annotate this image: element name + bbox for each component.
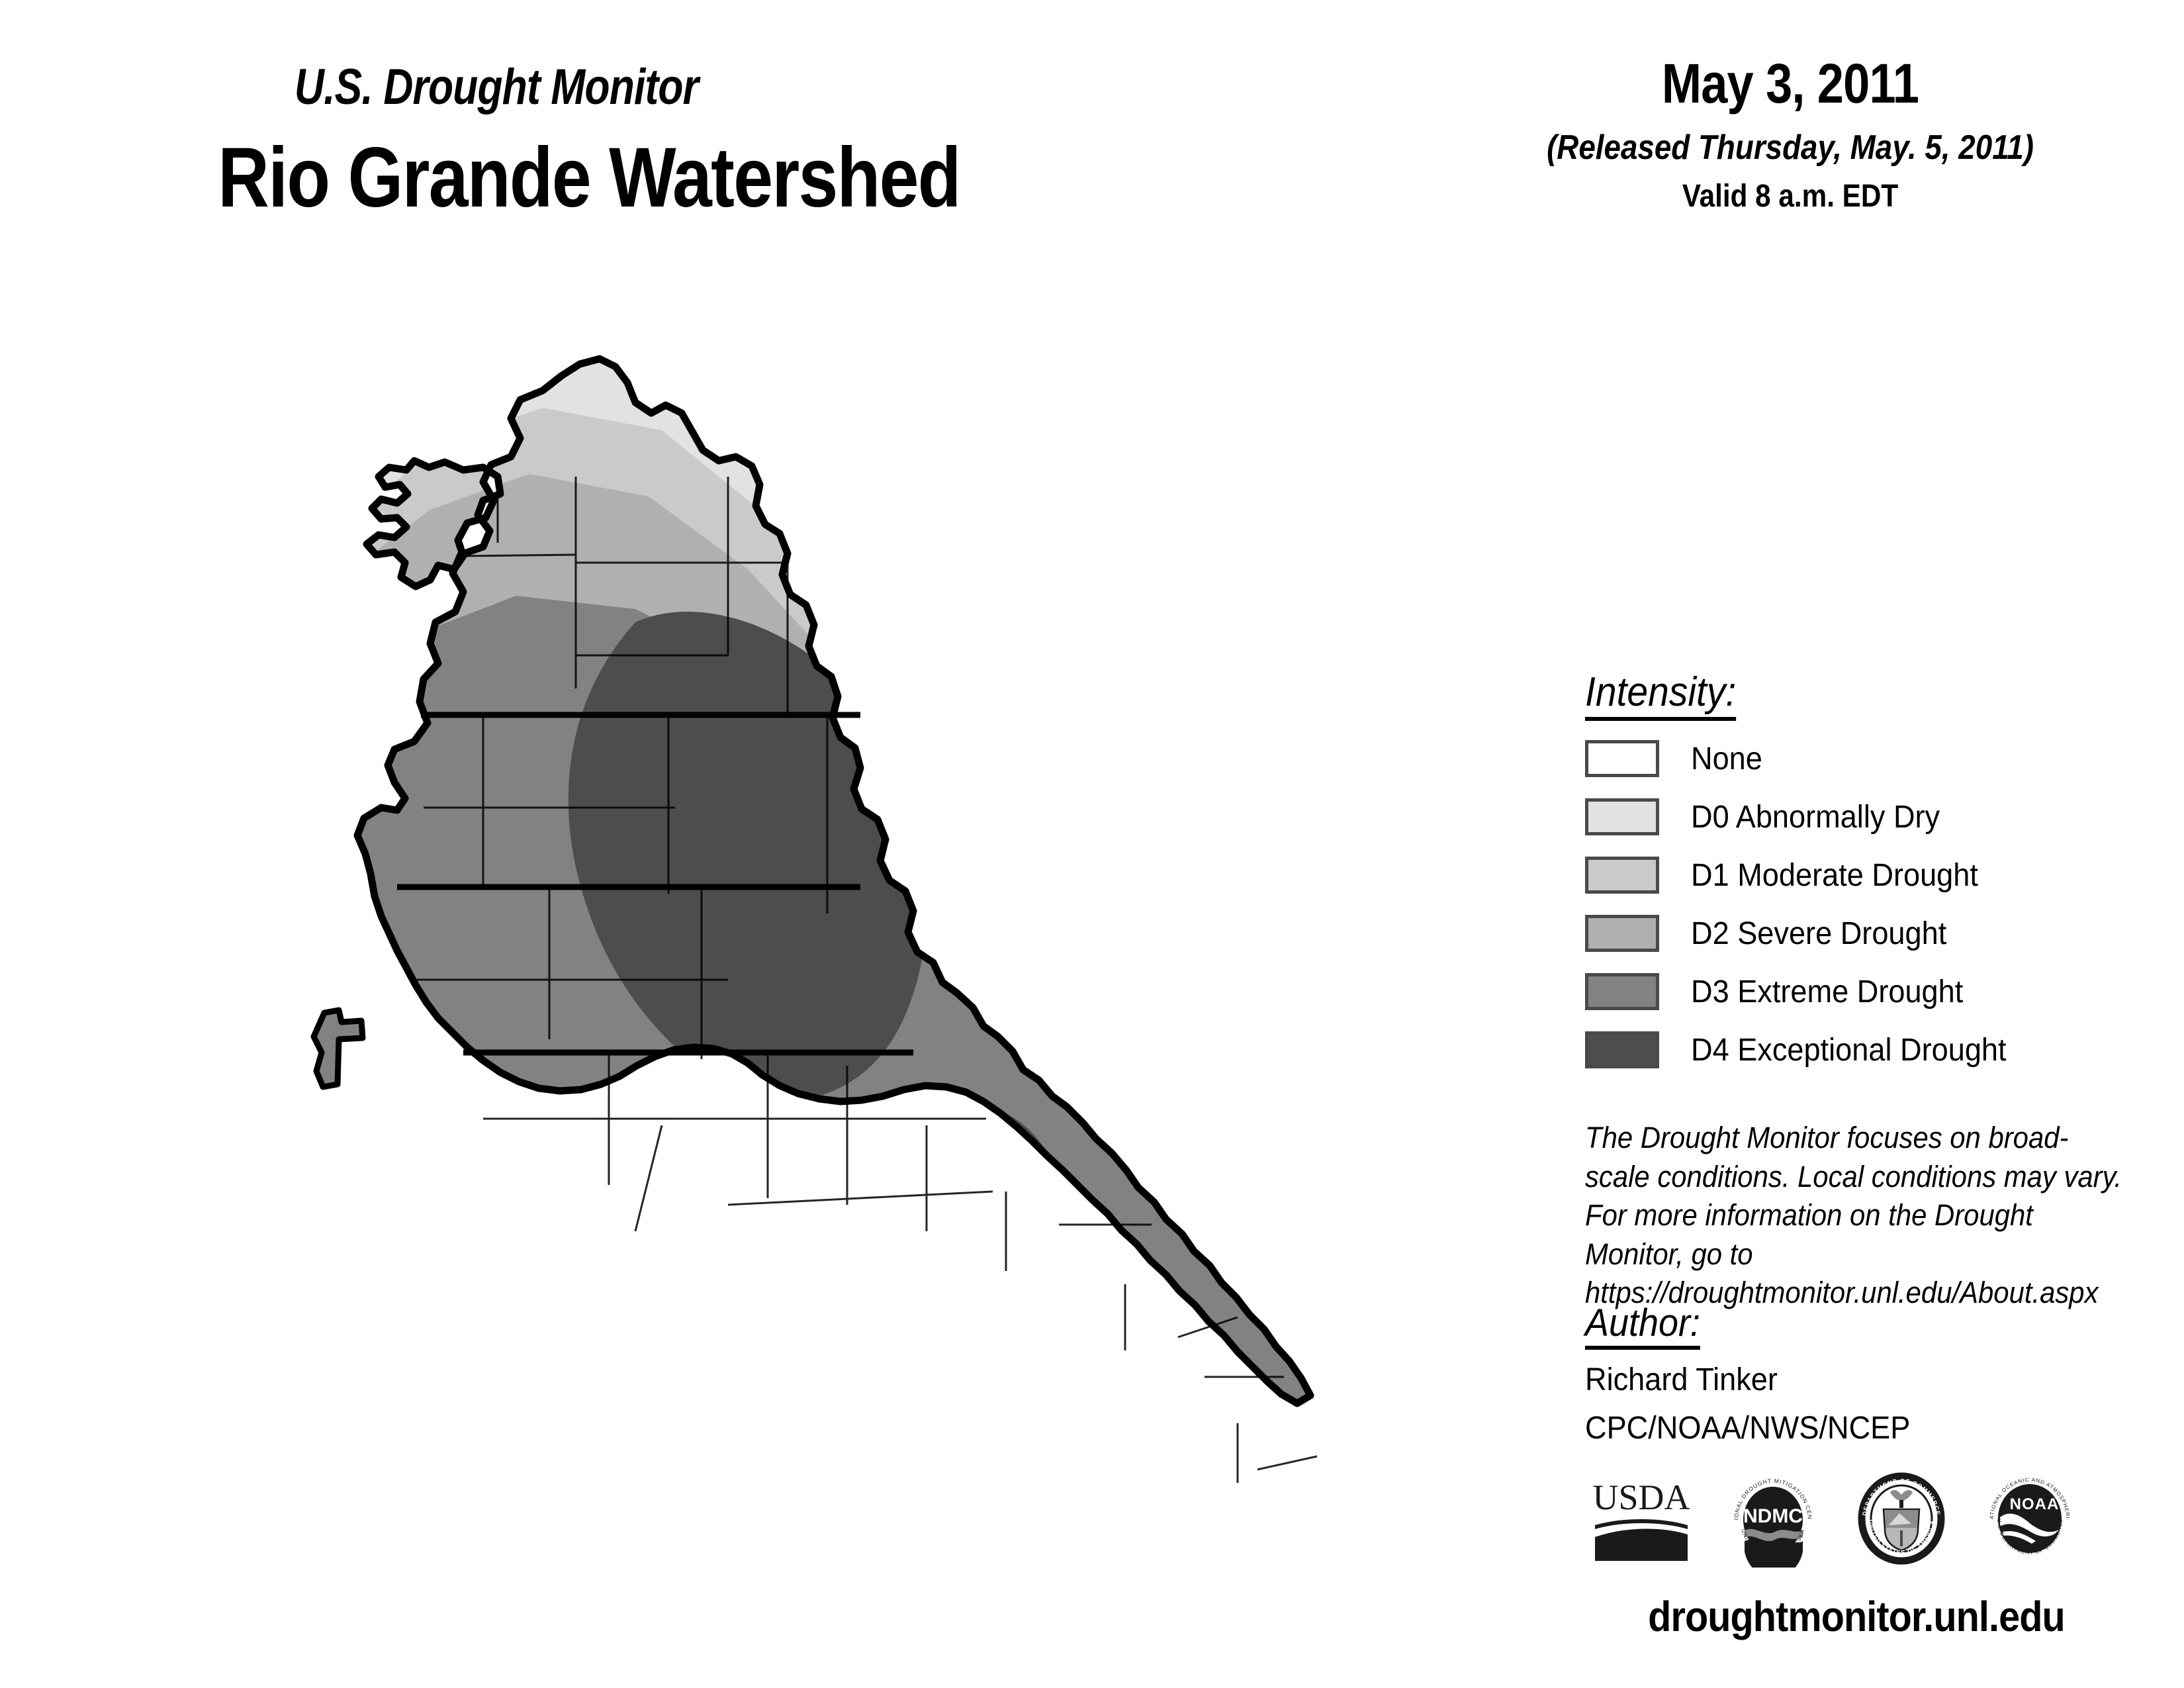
legend-swatch-d1 (1585, 857, 1659, 894)
legend-label-d3: D3 Extreme Drought (1691, 974, 1964, 1009)
noaa-logo: NOAA NATIONAL OCEANIC AND ATMOSPHERIC U.… (1980, 1468, 2070, 1556)
usda-logo: USDA (1592, 1477, 1690, 1561)
legend-item-d2[interactable]: D2 Severe Drought (1585, 913, 2115, 954)
drought-monitor-eyebrow: U.S. Drought Monitor (294, 59, 699, 115)
ndmc-logo: NDMC NATIONAL DROUGHT MITIGATION CENTER … (1723, 1468, 1813, 1568)
page-title: Rio Grande Watershed (218, 130, 961, 225)
watershed-map-svg (310, 355, 1318, 1483)
legend-item-d1[interactable]: D1 Moderate Drought (1585, 855, 2115, 896)
western-detached-county (310, 1007, 366, 1090)
legend-label-d0: D0 Abnormally Dry (1691, 799, 1940, 835)
disclaimer-text: The Drought Monitor focuses on broad-sca… (1585, 1121, 2122, 1309)
legend-swatch-d4 (1585, 1031, 1659, 1068)
header-right: May 3, 2011 (Released Thursday, May. 5, … (1476, 0, 2105, 214)
author-block: Author: Richard Tinker CPC/NOAA/NWS/NCEP (1585, 1301, 2115, 1446)
legend-item-d3[interactable]: D3 Extreme Drought (1585, 971, 2115, 1012)
legend-swatch-d3 (1585, 973, 1659, 1010)
logo-row: USDA NDMC NATIONAL DROUGHT MITIGATION CE… (1588, 1460, 2131, 1575)
legend-item-d0[interactable]: D0 Abnormally Dry (1585, 796, 2115, 837)
svg-text:NOAA: NOAA (2010, 1495, 2060, 1513)
legend-heading: Intensity: (1585, 669, 1737, 721)
legend-swatch-d0 (1585, 798, 1659, 835)
watershed-outline (353, 355, 1314, 1407)
author-name: Richard Tinker (1585, 1362, 1778, 1397)
header-left: U.S. Drought Monitor Rio Grande Watershe… (0, 0, 1244, 265)
drought-region-d2-south-tail (1006, 1271, 1310, 1403)
legend-item-none[interactable]: None (1585, 738, 2115, 779)
drought-map (265, 344, 1324, 1602)
legend-swatch-none (1585, 740, 1659, 777)
valid-date: May 3, 2011 (1661, 52, 1919, 115)
legend-label-d4: D4 Exceptional Drought (1691, 1032, 2007, 1068)
intensity-legend: Intensity: None D0 Abnormally Dry D1 Mod… (1585, 669, 2115, 1070)
legend-label-d1: D1 Moderate Drought (1691, 857, 1978, 893)
footer-url[interactable]: droughtmonitor.unl.edu (1648, 1593, 2066, 1640)
legend-label-d2: D2 Severe Drought (1691, 915, 1947, 951)
state-boundaries (397, 712, 913, 1056)
released-date: (Released Thursday, May. 5, 2011) (1547, 128, 2034, 167)
valid-time: Valid 8 a.m. EDT (1682, 179, 1899, 214)
drought-region-d3-lower-corridor (966, 1072, 1205, 1297)
legend-label-none: None (1691, 741, 1762, 776)
drought-shading-group (357, 359, 1310, 1403)
legend-item-d4[interactable]: D4 Exceptional Drought (1585, 1029, 2115, 1070)
svg-text:NDMC: NDMC (1743, 1505, 1803, 1527)
author-heading: Author: (1585, 1301, 1700, 1350)
author-affiliation: CPC/NOAA/NWS/NCEP (1585, 1411, 1911, 1446)
doc-logo: DEPARTMENT OF COMMERCE UNITED STATES OF … (1858, 1472, 1945, 1564)
legend-swatch-d2 (1585, 915, 1659, 952)
usda-logo-text: USDA (1592, 1477, 1690, 1517)
